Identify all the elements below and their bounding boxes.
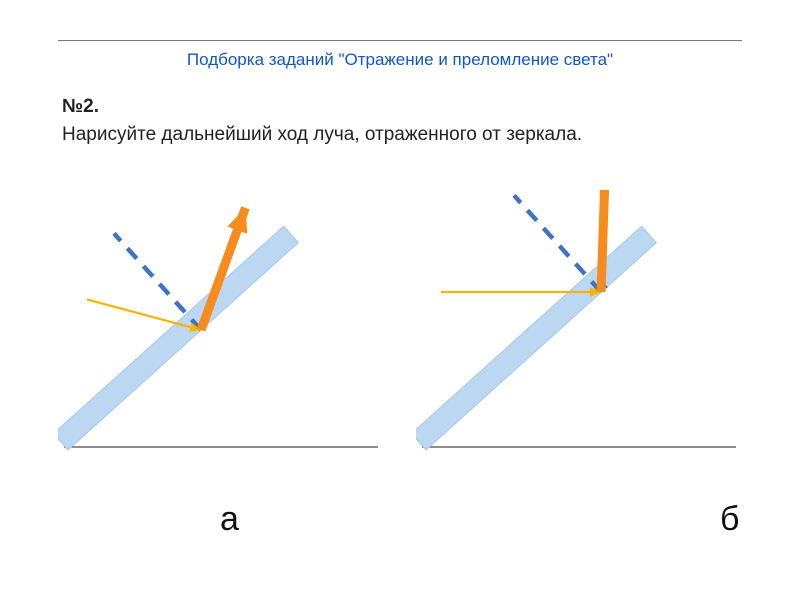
horizontal-rule (58, 40, 742, 41)
panel-label-b: б (720, 500, 739, 539)
panel-label-a: а (220, 500, 239, 539)
diagram-svg-a (58, 190, 384, 500)
diagram-panel-a (58, 190, 384, 500)
diagram-svg-b (416, 190, 742, 500)
diagram-panel-b (416, 190, 742, 500)
diagram-container (58, 190, 742, 500)
page-subtitle: Подборка заданий "Отражение и преломлени… (0, 50, 800, 70)
problem-number: №2. (62, 96, 99, 118)
problem-text: Нарисуйте дальнейший ход луча, отраженно… (62, 124, 582, 146)
